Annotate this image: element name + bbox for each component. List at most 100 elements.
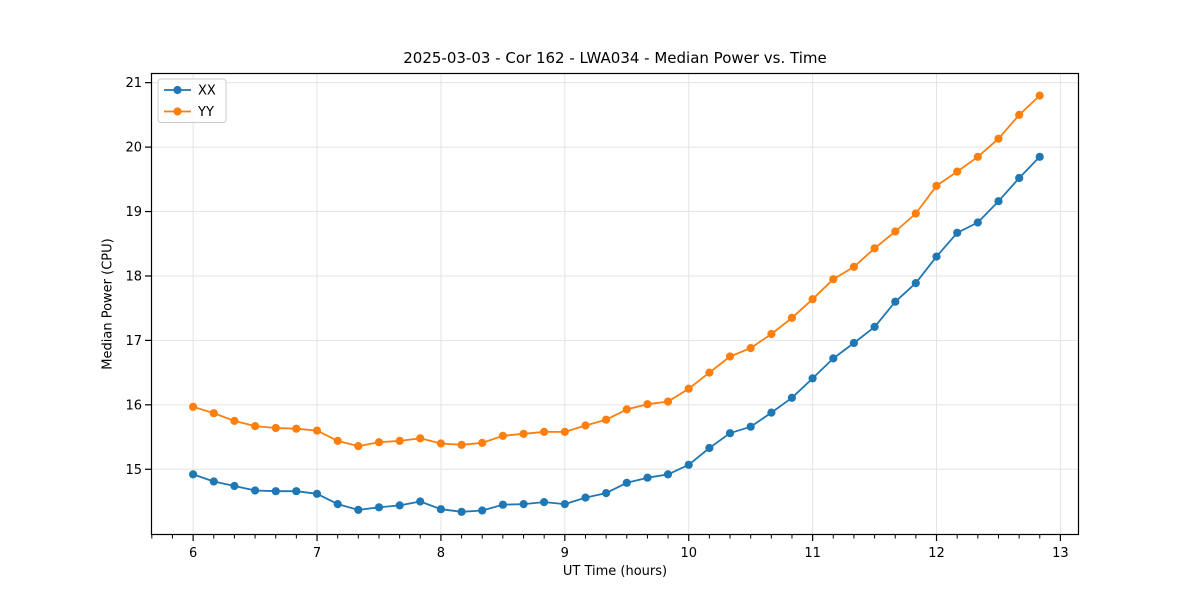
series-yy-marker [354, 442, 363, 451]
series-xx-marker [663, 470, 673, 479]
series-xx-marker [808, 374, 817, 383]
series-yy-marker [189, 402, 198, 411]
series-yy-marker [271, 423, 280, 433]
series-xx-marker [746, 422, 755, 431]
series-yy-marker [1015, 110, 1024, 119]
series-xx-marker [251, 486, 260, 495]
series-yy-marker [663, 397, 673, 406]
series-yy-marker [746, 344, 755, 353]
series-yy-line [192, 94, 1041, 448]
series-yy-marker [994, 134, 1003, 143]
y-tick-label: 17 [125, 334, 142, 349]
y-tick-label: 21 [125, 76, 142, 91]
series-yy-marker [870, 244, 879, 253]
x-tick-label: 12 [928, 546, 945, 561]
series-xx-marker [581, 493, 590, 502]
series-xx-line [192, 156, 1041, 513]
series-xx-marker [870, 322, 879, 331]
series-xx-marker [911, 279, 920, 288]
series-xx-marker [994, 197, 1003, 206]
series-yy-marker [519, 429, 528, 438]
y-tick-label: 19 [125, 205, 142, 220]
series-xx-marker [416, 497, 425, 506]
series-xx-marker [189, 470, 198, 479]
series-xx-marker [436, 505, 445, 514]
series-yy-marker [312, 426, 322, 435]
series-yy-marker [973, 152, 982, 161]
series-yy-marker [230, 416, 239, 425]
series-yy [189, 91, 1044, 451]
x-tick-label: 11 [804, 546, 821, 561]
series-xx-marker [829, 354, 838, 363]
series-yy-marker [498, 431, 507, 440]
series-xx-marker [973, 218, 982, 227]
legend: XX YY [157, 78, 227, 123]
legend-sample-marker-yy [173, 107, 182, 116]
series-yy-marker [808, 295, 817, 304]
series-yy-marker [602, 415, 611, 424]
series-yy-marker [292, 424, 301, 433]
series-yy-marker [436, 439, 445, 448]
series-xx-marker [540, 498, 549, 507]
series-yy-marker [829, 275, 838, 284]
series-yy-marker [911, 209, 920, 218]
y-tick-label: 18 [125, 269, 142, 284]
series-yy-marker [333, 436, 342, 445]
series-xx-marker [457, 507, 466, 516]
series-xx-marker [333, 500, 342, 509]
series-xx [189, 152, 1044, 516]
series-yy-marker [643, 400, 652, 409]
y-tick-label: 16 [125, 398, 142, 413]
series-yy-marker [1035, 91, 1044, 100]
series-yy-marker [251, 422, 260, 431]
x-tick-label: 8 [437, 546, 445, 561]
x-tick-label: 9 [561, 546, 569, 561]
x-tick-label: 13 [1052, 546, 1069, 561]
series-yy-marker [787, 313, 797, 322]
series-yy-marker [705, 368, 714, 377]
series-xx-marker [602, 489, 611, 498]
series-yy-marker [622, 405, 631, 414]
x-axis-label: UT Time (hours) [562, 564, 668, 579]
series-xx-marker [787, 393, 797, 402]
x-tick-label: 10 [680, 546, 697, 561]
series-xx-marker [312, 489, 322, 498]
series-yy-marker [395, 436, 404, 445]
series-xx-marker [209, 477, 218, 486]
x-tick-label: 6 [189, 546, 197, 561]
y-axis-label: Median Power (CPU) [100, 238, 116, 370]
series-xx-marker [395, 501, 404, 510]
legend-label-xx: XX [198, 84, 216, 99]
series-xx-marker [292, 487, 301, 496]
series-yy-marker [767, 329, 776, 339]
series-xx-marker [519, 500, 528, 509]
series-yy-marker [725, 352, 735, 361]
series-yy-marker [560, 427, 569, 436]
x-tick-label: 7 [313, 546, 321, 561]
y-tick-label: 20 [125, 141, 142, 156]
legend-sample-marker-xx [173, 85, 182, 95]
series-xx-marker [560, 500, 569, 509]
series-xx-marker [478, 506, 487, 515]
series-yy-marker [581, 421, 590, 430]
series-xx-marker [643, 473, 652, 482]
series-xx-marker [705, 443, 714, 453]
y-tick-label: 15 [125, 463, 142, 478]
series-xx-marker [725, 429, 735, 438]
series-xx-marker [684, 460, 693, 469]
series-xx-marker [354, 505, 363, 514]
series-xx-marker [622, 478, 631, 487]
series-xx-marker [953, 228, 962, 237]
series-xx-marker [849, 338, 859, 348]
series-yy-marker [374, 438, 384, 447]
series-yy-marker [953, 167, 962, 176]
gridlines [151, 73, 1079, 535]
axes-spines [150, 72, 1080, 536]
series-yy-marker [416, 434, 425, 443]
series-yy-marker [457, 440, 466, 449]
series-yy-marker [932, 181, 941, 190]
series-xx-marker [230, 481, 239, 491]
axis-ticks: 6 7 8 9 10 11 12 13 15 16 17 18 19 20 21 [125, 76, 1068, 561]
